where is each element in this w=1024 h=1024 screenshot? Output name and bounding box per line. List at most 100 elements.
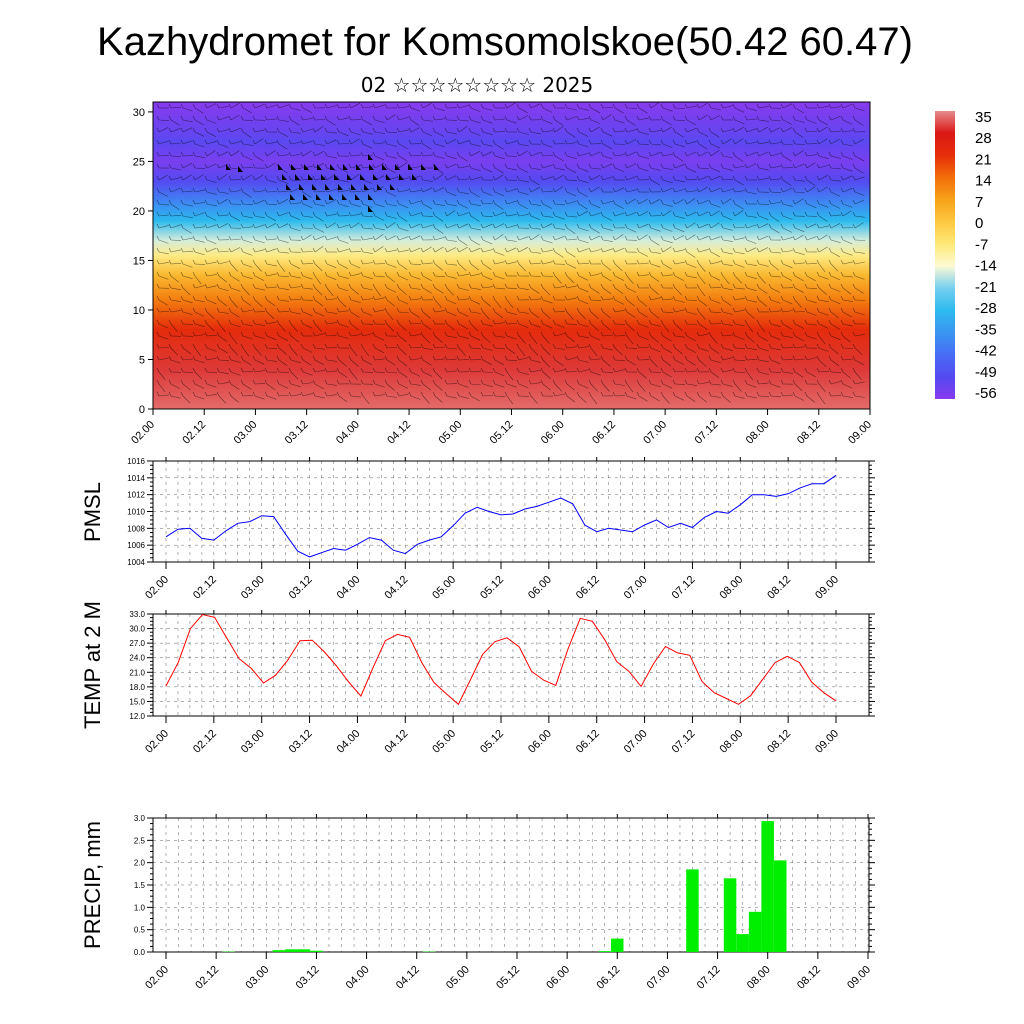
wind-barb <box>314 275 322 285</box>
wind-barb-flag <box>756 199 760 205</box>
wind-barb <box>230 247 241 253</box>
wind-barb <box>230 128 241 133</box>
wind-barb <box>518 311 529 314</box>
wind-barb-flag <box>360 283 364 289</box>
wind-barb-flag <box>636 127 640 133</box>
wind-barb <box>506 359 518 361</box>
wind-barb <box>470 247 481 253</box>
wind-barb <box>746 311 755 319</box>
wind-barb-flag <box>504 139 508 145</box>
wind-barb <box>182 383 191 391</box>
wind-barb <box>566 357 577 361</box>
wind-barb <box>554 251 564 258</box>
wind-barb <box>290 107 301 111</box>
wind-barb <box>290 187 301 193</box>
wind-pennant <box>386 174 391 180</box>
wind-barb-flag <box>564 283 568 289</box>
wind-pennant <box>390 184 395 190</box>
wind-barb <box>242 299 252 307</box>
wind-barb-flag <box>816 331 820 337</box>
wind-barb-flag <box>720 103 724 109</box>
wind-barb-flag <box>804 223 808 229</box>
wind-barb-flag <box>408 295 412 301</box>
wind-barb-flag <box>372 247 376 253</box>
wind-barb <box>554 126 564 133</box>
wind-barb-flag <box>204 163 208 169</box>
wind-barb <box>578 131 589 137</box>
wind-barb-flag <box>804 139 808 145</box>
wind-barb <box>350 287 359 295</box>
wind-barb-flag <box>552 103 556 109</box>
wind-barb <box>422 179 433 182</box>
wind-barb-flag <box>708 223 712 229</box>
colorbar-label: -28 <box>975 300 997 317</box>
wind-barb-flag <box>792 259 796 265</box>
wind-barb-flag <box>708 331 712 337</box>
wind-barb-flag <box>564 127 568 133</box>
wind-barb-flag <box>828 115 832 121</box>
wind-barb <box>470 370 482 373</box>
wind-barb-flag <box>432 139 436 145</box>
wind-barb <box>278 394 289 397</box>
wind-barb-flag <box>156 115 160 121</box>
wind-barb-flag <box>396 235 400 241</box>
wind-barb-flag <box>636 319 640 325</box>
wind-barb <box>158 225 169 229</box>
wind-barb-flag <box>660 319 664 325</box>
x-tick-label: 05.00 <box>436 419 464 447</box>
wind-barb <box>578 287 589 293</box>
precip-bar <box>272 950 286 952</box>
wind-barb <box>842 347 854 349</box>
wind-barb <box>194 334 205 337</box>
wind-barb <box>638 274 649 277</box>
wind-barb <box>398 275 409 281</box>
wind-barb <box>638 371 647 379</box>
wind-barb-flag <box>288 319 292 325</box>
wind-barb-flag <box>204 271 208 277</box>
wind-barb-flag <box>552 163 556 169</box>
wind-barb <box>602 311 611 319</box>
wind-barb-flag <box>636 115 640 121</box>
wind-barb-flag <box>276 379 280 385</box>
wind-barb <box>770 191 782 194</box>
wind-barb <box>650 335 659 343</box>
wind-barb <box>818 246 828 253</box>
wind-barb-flag <box>816 367 820 373</box>
wind-barb <box>170 263 182 265</box>
wind-barb <box>674 347 683 355</box>
wind-barb-flag <box>324 283 328 289</box>
wind-barb <box>218 261 229 265</box>
wind-barb-flag <box>576 355 580 361</box>
wind-barb-flag <box>420 319 424 325</box>
wind-barb-flag <box>336 103 340 109</box>
wind-barb-flag <box>672 175 676 181</box>
wind-barb-flag <box>624 151 628 157</box>
wind-barb <box>410 347 422 349</box>
wind-barb-flag <box>576 211 580 217</box>
wind-barb-flag <box>840 295 844 301</box>
chart-title: Kazhydromet for Komsomolskoe(50.42 60.47… <box>97 20 913 64</box>
wind-barb <box>842 335 851 343</box>
wind-barb <box>362 119 372 126</box>
wind-barb-flag <box>708 379 712 385</box>
wind-barb <box>398 116 409 121</box>
wind-barb <box>530 167 541 170</box>
wind-barb-flag <box>576 139 580 145</box>
wind-barb-flag <box>660 391 664 397</box>
wind-barb <box>170 359 181 364</box>
wind-barb <box>698 175 709 181</box>
wind-pennant <box>316 194 321 200</box>
wind-barb-flag <box>792 343 796 349</box>
wind-barb-flag <box>816 115 820 121</box>
wind-barb-flag <box>432 235 436 241</box>
wind-barb <box>254 275 265 281</box>
wind-barb-flag <box>732 151 736 157</box>
wind-barb <box>398 129 409 133</box>
wind-barb-flag <box>660 331 664 337</box>
wind-barb-flag <box>432 199 436 205</box>
wind-barb-flag <box>468 175 472 181</box>
wind-barb-flag <box>720 295 724 301</box>
wind-barb <box>710 143 721 149</box>
wind-barb <box>206 224 217 229</box>
wind-barb <box>230 395 239 403</box>
